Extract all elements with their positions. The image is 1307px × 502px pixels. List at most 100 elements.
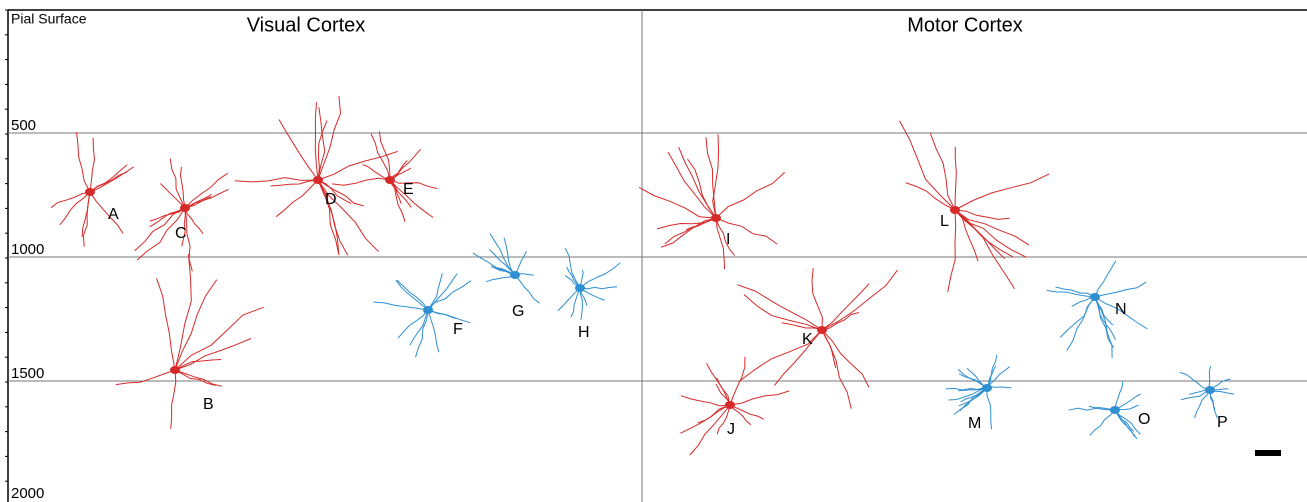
dendrite — [955, 147, 956, 210]
dendrite — [1095, 282, 1146, 297]
neuron-label: M — [968, 415, 981, 432]
scale-bar — [1255, 450, 1281, 456]
soma — [170, 366, 180, 374]
dendrite — [271, 180, 318, 186]
dendrite — [90, 165, 127, 192]
dendrite — [185, 173, 228, 208]
neuron: G — [473, 234, 540, 321]
dendrite — [90, 167, 134, 192]
neuron: C — [135, 159, 229, 272]
dendrite — [428, 273, 442, 310]
neuron-label: C — [175, 225, 187, 242]
neuron-label: K — [802, 331, 813, 348]
figure: Pial Surface 500 1000 1500 2000 Visual C… — [0, 0, 1307, 502]
dendrite — [737, 285, 822, 330]
dendrite — [681, 396, 730, 406]
dendrite — [77, 132, 90, 192]
panel-title: Visual Cortex — [247, 14, 366, 36]
dendrite — [396, 280, 428, 310]
dendrite — [315, 102, 318, 180]
dendrite — [900, 121, 956, 210]
neuron: P — [1180, 366, 1234, 431]
dendrite — [558, 288, 580, 311]
neuron-label: L — [940, 213, 949, 230]
dendrite — [730, 405, 764, 419]
soma — [180, 204, 190, 212]
dendrite — [157, 278, 176, 370]
soma — [385, 176, 395, 184]
neuron: A — [51, 132, 134, 247]
neuron-label: J — [727, 421, 735, 438]
dendrite — [774, 330, 822, 386]
dendrite — [954, 388, 987, 414]
dendrite — [580, 263, 620, 288]
neuron-label: H — [578, 324, 590, 341]
neuron-label: P — [1217, 414, 1228, 431]
dendrite — [175, 370, 222, 386]
dendrite — [318, 121, 327, 180]
dendrite — [639, 187, 716, 218]
dendrite — [175, 280, 217, 370]
dendrite — [1090, 410, 1115, 436]
soma — [575, 284, 585, 292]
dendrite — [276, 180, 318, 217]
soma — [725, 401, 735, 409]
soma — [85, 188, 95, 196]
neuron: E — [332, 131, 437, 221]
panel-title: Motor Cortex — [907, 14, 1023, 36]
dendrite — [160, 184, 185, 209]
dendrite — [318, 151, 398, 180]
dendrite — [930, 133, 955, 210]
dendrite — [713, 134, 719, 218]
dendrite — [175, 254, 191, 370]
dendrite — [175, 360, 221, 371]
dendrite — [812, 268, 822, 330]
dendrite — [717, 378, 730, 405]
dendrite — [279, 120, 318, 181]
neuron-label: F — [453, 321, 463, 338]
soma — [982, 384, 992, 392]
dendrite — [185, 208, 203, 234]
dendrite — [116, 370, 175, 385]
neuron: O — [1069, 381, 1151, 439]
depth-label: 1500 — [11, 365, 44, 382]
dendrite — [171, 370, 176, 429]
neuron: H — [558, 248, 620, 341]
dendrite — [90, 138, 95, 192]
dendrite — [716, 172, 785, 218]
dendrite — [665, 218, 716, 244]
dendrite — [822, 330, 836, 368]
soma — [1090, 293, 1100, 301]
soma — [313, 176, 323, 184]
dendrite — [1115, 410, 1140, 434]
dendrite — [1095, 261, 1116, 297]
dendrite — [1067, 297, 1095, 351]
neuron-label: B — [203, 396, 214, 413]
dendrite — [657, 218, 716, 229]
neuron-label: A — [108, 206, 119, 223]
dendrite — [428, 310, 439, 352]
soma — [1110, 406, 1120, 414]
top-label: Pial Surface — [11, 11, 87, 27]
dendrite — [987, 388, 992, 429]
neuron-label: I — [726, 231, 730, 248]
dendrite — [955, 174, 1049, 210]
depth-label: 500 — [11, 117, 36, 134]
dendrite — [410, 310, 428, 345]
dendrite — [822, 330, 851, 409]
dendrite — [661, 218, 716, 247]
dendrite — [180, 167, 185, 208]
dendrite — [51, 192, 90, 208]
neuron-label: O — [1138, 411, 1150, 428]
dendrite — [730, 391, 789, 405]
dendrite — [716, 218, 725, 269]
neuron-label: D — [325, 191, 337, 208]
neuron: B — [116, 254, 264, 429]
dendrite — [235, 178, 318, 182]
soma — [950, 206, 960, 214]
neuron: F — [373, 273, 471, 357]
dendrite — [318, 96, 341, 180]
soma — [817, 326, 827, 334]
dendrite — [332, 178, 390, 185]
